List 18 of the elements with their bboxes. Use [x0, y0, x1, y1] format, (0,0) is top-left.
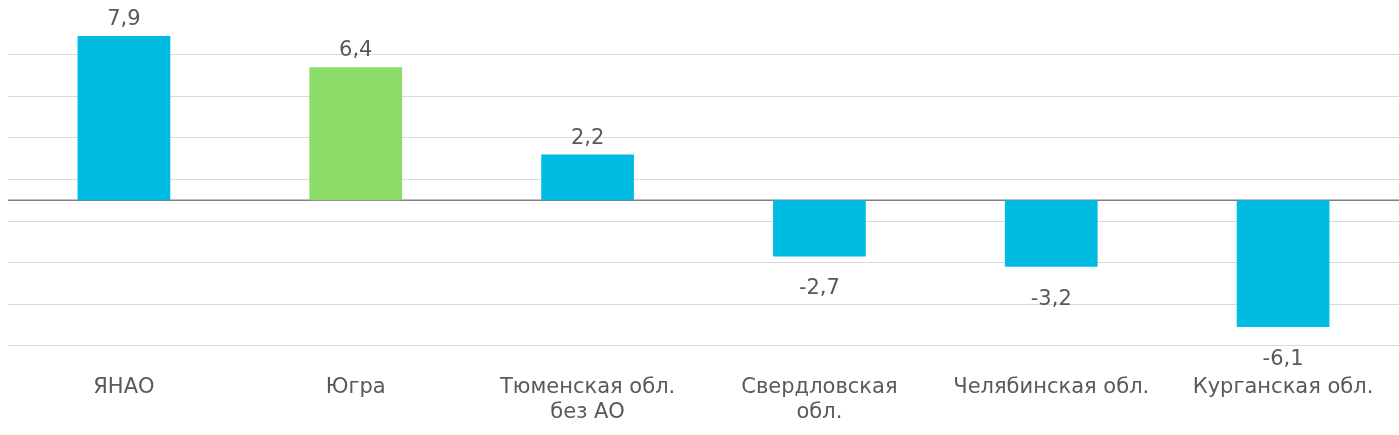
bar [309, 67, 403, 201]
data-label: 7,9 [107, 6, 141, 31]
bar [541, 154, 634, 201]
data-label: -2,7 [798, 275, 840, 300]
bar [1236, 200, 1330, 328]
bar [773, 200, 866, 257]
x-tick-label: Свердловская обл. [741, 373, 898, 423]
x-tick-label: Курганская обл. [1192, 373, 1374, 398]
data-label: 2,2 [570, 124, 605, 149]
data-label: 6,4 [339, 37, 373, 62]
bar [1004, 200, 1098, 267]
bar [77, 36, 171, 201]
x-tick-label: Челябинская обл. [953, 373, 1150, 398]
data-label: -3,2 [1030, 285, 1072, 310]
x-tick-label: ЯНАО [93, 373, 155, 398]
x-tick-label: Тюменская обл. без АО [498, 373, 676, 423]
x-tick-label: Югра [325, 373, 386, 398]
data-label: -6,1 [1262, 346, 1304, 371]
